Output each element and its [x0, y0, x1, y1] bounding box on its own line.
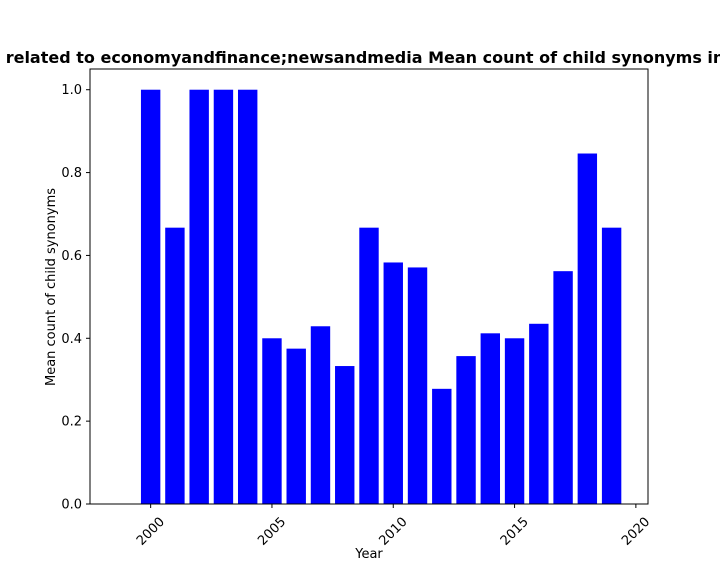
bar-2008	[335, 366, 355, 504]
y-tick-label: 0.6	[61, 249, 82, 264]
bar-2001	[165, 227, 185, 504]
chart-title: related to economyandfinance;newsandmedi…	[6, 48, 720, 67]
bar-2009	[359, 227, 379, 504]
y-axis: 0.0 0.2 0.4 0.6 0.8 1.0	[61, 83, 90, 513]
bar-2014	[480, 333, 501, 504]
bar-2010	[383, 262, 403, 504]
bar-2004	[237, 89, 258, 504]
bar-2018	[577, 153, 598, 504]
bar-2003	[213, 89, 234, 504]
bar-2019	[601, 227, 622, 504]
x-tick-label: 2020	[619, 515, 653, 549]
bar-2007	[310, 326, 331, 504]
bar-2017	[553, 271, 573, 504]
x-axis: 2000 2005 2010 2015 2020	[134, 504, 653, 549]
bar-2013	[456, 356, 476, 504]
y-tick-label: 0.2	[61, 415, 82, 430]
x-axis-label: Year	[354, 547, 383, 562]
bar-2012	[432, 388, 452, 504]
bar-2006	[286, 348, 306, 504]
x-tick-label: 2010	[377, 515, 411, 549]
x-tick-label: 2015	[498, 515, 532, 549]
y-axis-label: Mean count of child synonyms	[44, 188, 59, 386]
plot-frame	[89, 68, 649, 505]
x-tick-label: 2005	[255, 515, 289, 549]
bar-2011	[407, 267, 428, 504]
y-tick-label: 0.4	[61, 332, 82, 347]
y-tick-label: 1.0	[61, 83, 82, 98]
bars-group	[140, 89, 622, 504]
bar-2015	[504, 338, 525, 504]
y-tick-label: 0.8	[61, 166, 82, 181]
y-tick-label: 0.0	[61, 498, 82, 513]
bar-2005	[262, 338, 282, 504]
bar-2016	[529, 323, 549, 504]
bar-2002	[189, 89, 209, 504]
bar-2000	[140, 89, 161, 504]
x-tick-label: 2000	[134, 515, 168, 549]
